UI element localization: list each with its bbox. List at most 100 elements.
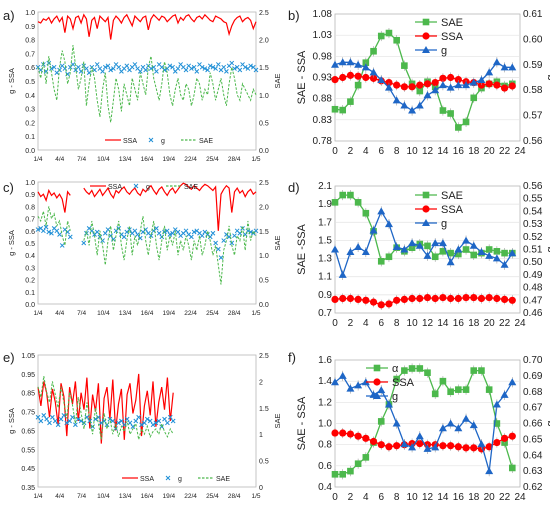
legend: SSA g SAE [122,475,230,483]
series-ssa-point [400,83,408,91]
y-left-tick-label: 1.5 [318,235,332,246]
series-g-point [248,63,253,69]
series-g-point [485,68,494,76]
x-tick-label: 2 [348,318,354,329]
y-left-tick-label: 0.3 [25,107,35,114]
series-g-point [132,62,138,67]
y-left-tick-label: 1.3 [318,254,332,265]
series-ssa-point [362,296,370,304]
series-g-point [59,243,65,248]
legend-marker [422,46,430,53]
series-x-point [416,365,424,372]
x-tick-label: 22 [499,318,511,329]
y-left-tick-label: 0.95 [21,372,35,379]
series-ssa-point [416,81,424,89]
series-g-point [54,228,60,234]
series-g-point [154,226,159,231]
y-right-tick-label: 0.64 [523,450,543,461]
y-right-tick-label: 0.5 [259,120,269,127]
series-sae-point [354,81,362,89]
series-sae-point [447,249,454,257]
y-left-tick-label: 0.0 [25,302,35,309]
legend: SSA g SAE [105,137,213,145]
y-right-axis-title: SAE [273,413,282,428]
series-g-point [361,248,370,256]
series-g-point [446,419,455,427]
y-right-tick-label: 0.70 [523,355,543,366]
y-right-tick-label: 0.69 [523,371,543,382]
series-g-point [392,96,401,104]
y-left-tick-label: 1.6 [318,355,332,366]
series-x-point [401,367,408,374]
y-left-tick-label: 1.03 [313,30,333,41]
series-g-point [100,68,105,74]
series-ssa-point [447,294,455,303]
series-g-point [431,443,440,451]
series-ssa-point [369,74,378,82]
series-g-point [86,70,92,76]
series-g-point [232,66,237,71]
series-g-point [438,239,447,247]
series-ssa-point [423,80,432,88]
series-g-point [136,414,142,420]
series-g-point [159,234,165,240]
series-g-point [167,232,173,237]
series-g-point [221,64,227,70]
series-ssa-point [470,293,478,302]
series-x-point [455,386,462,393]
series-g-point [133,418,139,424]
series-g-point [384,220,393,228]
series-sae-point [339,106,347,114]
series-x-point [485,386,493,393]
series-g-point [41,412,47,418]
legend-marker [373,378,381,386]
y-right-tick-label: 0.5 [259,278,269,285]
series-g-point [210,230,216,236]
x-tick-label: 25/4 [206,493,219,500]
series-g-point [431,86,440,94]
series-sae-point [347,98,354,105]
series-g-point [144,416,150,422]
series-ssa-point [431,78,439,87]
y-right-tick-label: 0.55 [523,194,543,205]
series-g-point [98,420,104,426]
series-g-point [338,58,347,66]
series-sae-point [455,124,462,131]
series-ssa-point [408,294,416,303]
series-g-point [346,384,355,392]
series-sae-point [462,118,470,126]
series-g-point [331,245,339,253]
series-g-point [438,81,447,89]
series-g-point [392,242,401,250]
y-right-axis-title: g [545,74,550,80]
x-tick-label: 1/4 [33,310,42,317]
series-g-point [102,230,108,236]
x-tick-label: 22 [499,146,511,157]
series-ssa-point [393,296,401,304]
series-g-point [150,422,156,428]
series-g-point [127,420,133,426]
series-ssa-point [354,295,362,303]
series-g-point [165,420,170,426]
series-g-point [423,91,432,99]
y-right-tick-label: 1 [259,432,263,439]
chart-panel-f: f) 0.4 0.6 0.8 1.0 1.2 1.4 1.6 0.62 0.63 0.64 0.65 0… [288,350,550,503]
legend-label: SSA [392,377,415,389]
series-g-point [492,400,501,408]
series-ssa-point [454,294,462,303]
series-ssa-point [431,294,439,303]
y-left-tick-label: 0.9 [25,192,35,199]
series-g-point [377,76,386,84]
series-ssa-point [416,440,424,448]
x-tick-label: 18 [468,318,480,329]
x-tick-label: 28/4 [228,493,241,500]
series-g-point [392,419,401,427]
series-x-point [408,365,416,372]
series-g-point [170,64,175,70]
series-g-point [64,420,70,426]
x-tick-label: 14 [437,492,449,503]
series-sae-point [331,199,339,206]
y-right-tick-label: 0.63 [523,466,543,477]
x-tick-label: 16 [453,492,465,503]
x-tick-label: 28/4 [228,156,241,163]
